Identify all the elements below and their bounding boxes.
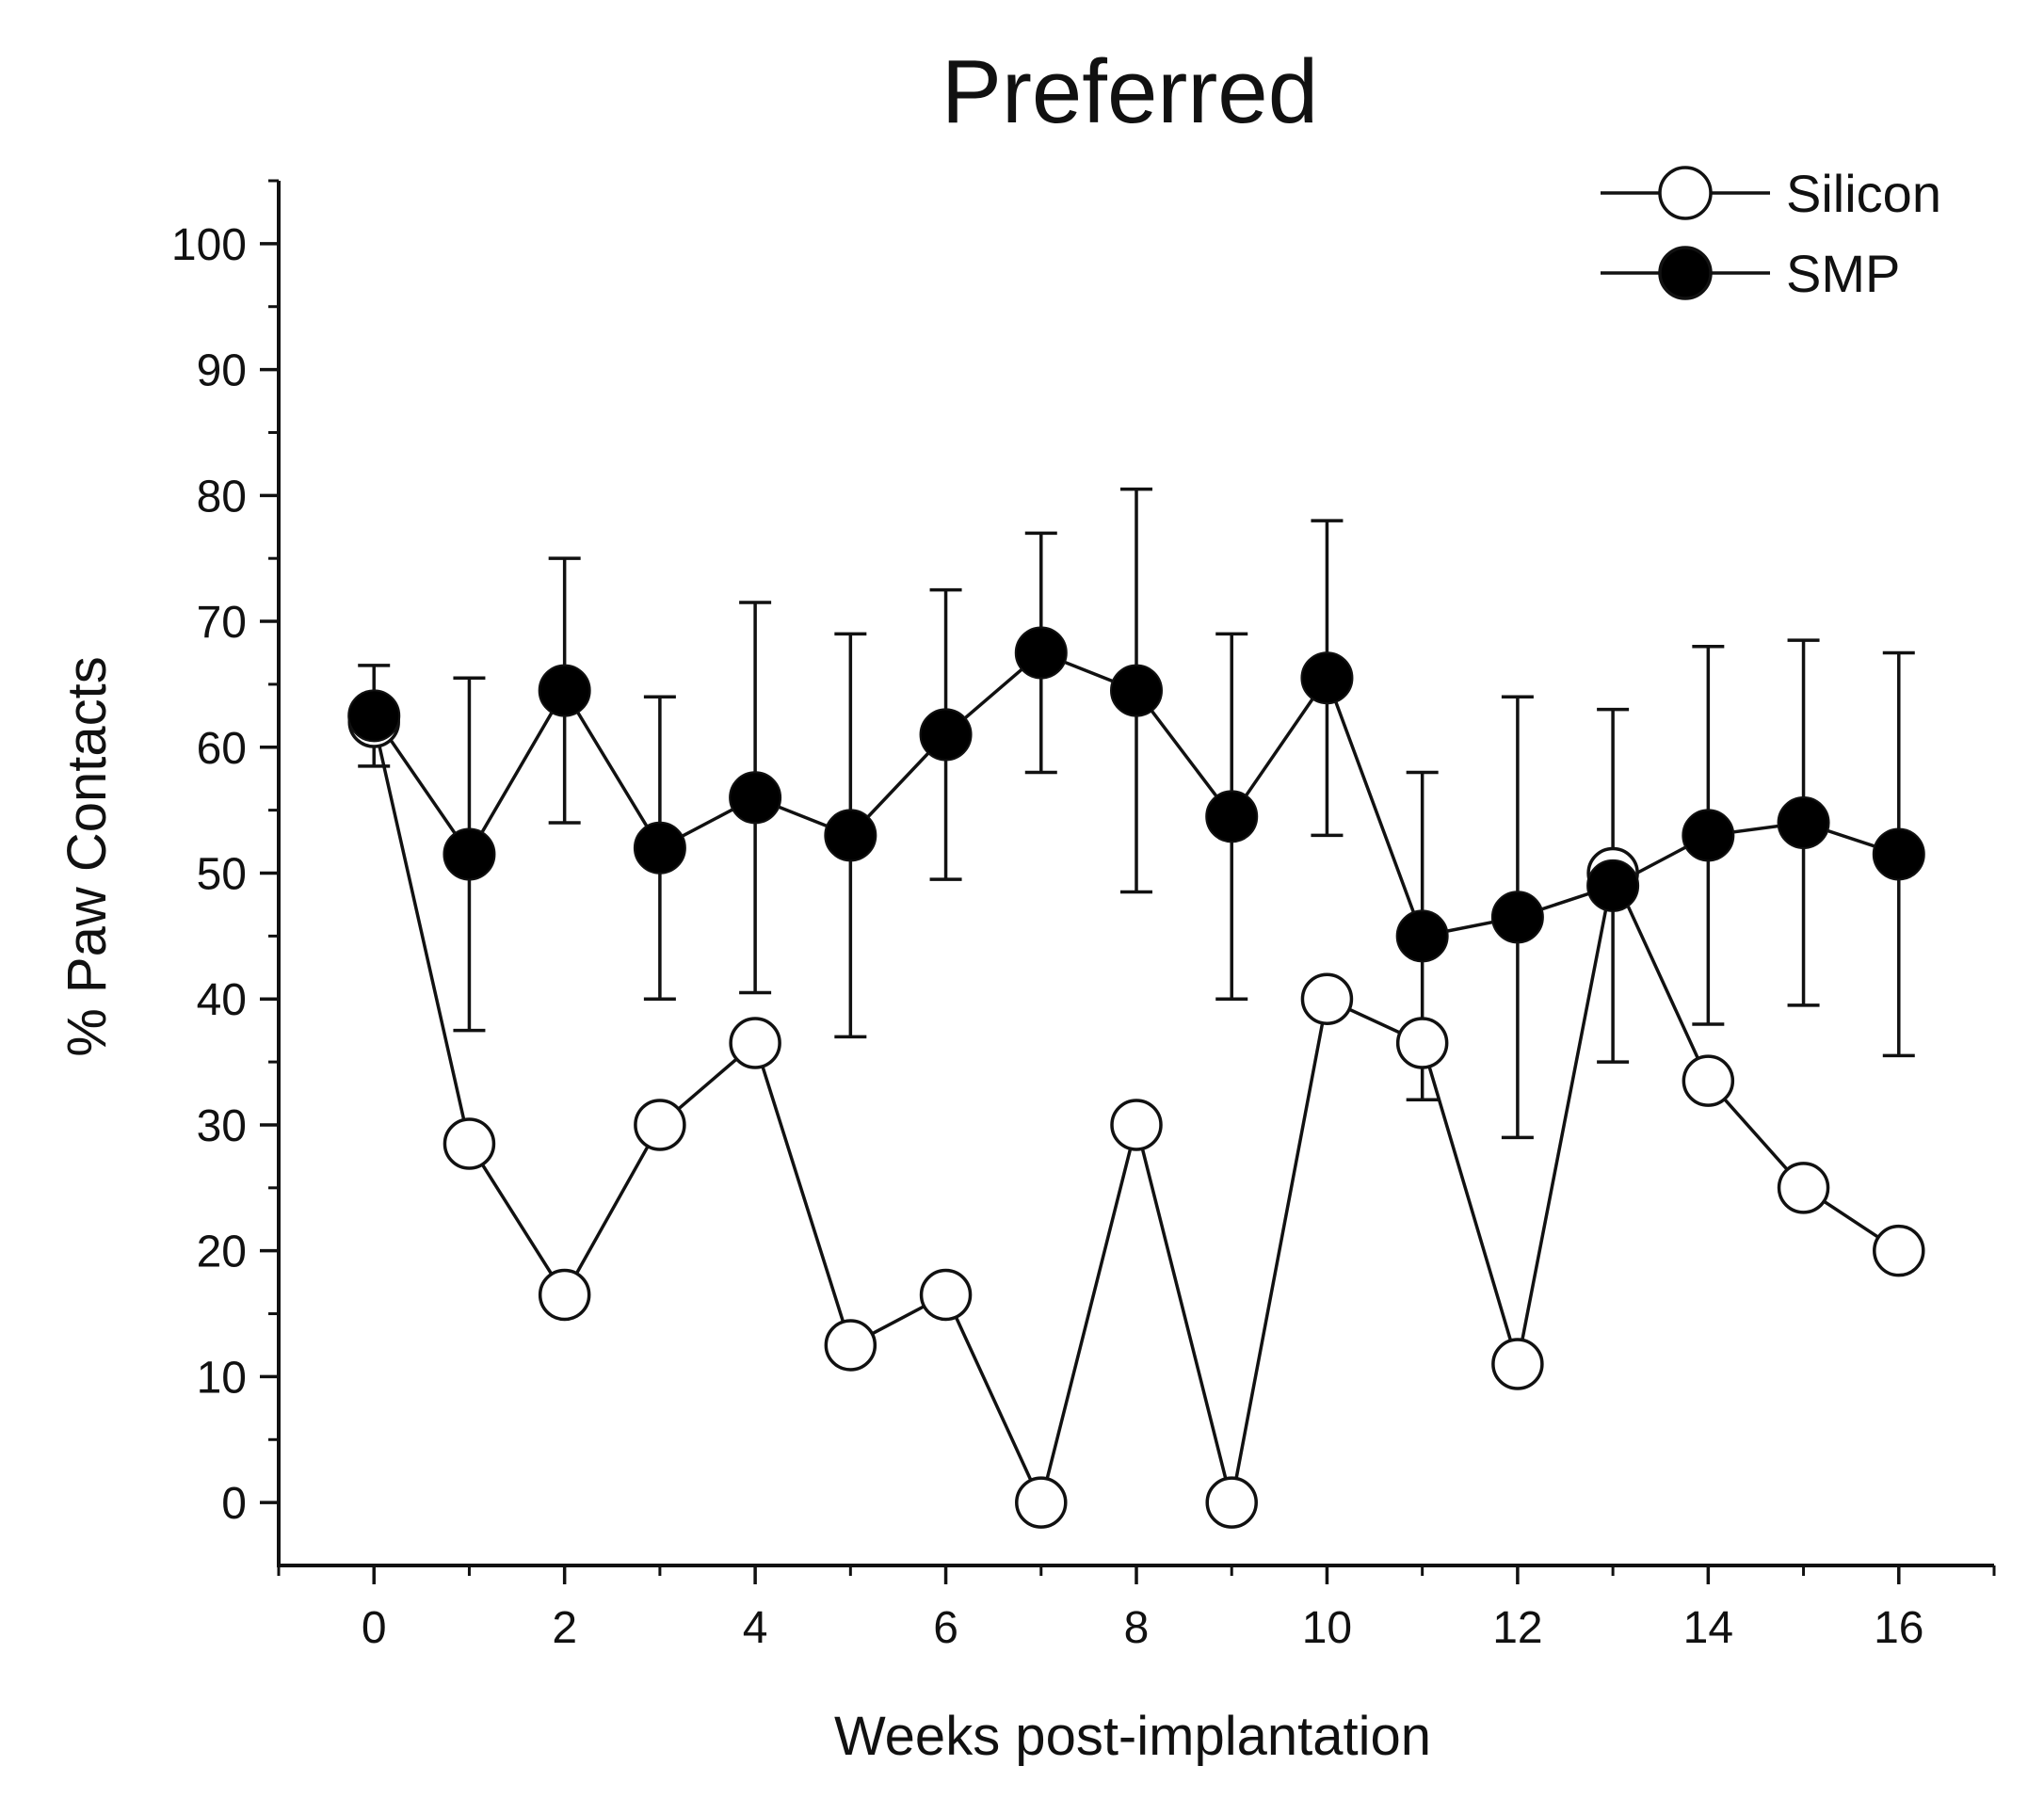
smp-point <box>443 827 496 881</box>
legend-marker <box>1658 246 1713 300</box>
smp-point <box>1490 891 1544 944</box>
y-tick-label-90: 90 <box>197 346 247 396</box>
legend-item-silicon: Silicon <box>1601 164 1941 223</box>
silicon-point <box>443 1117 496 1170</box>
y-tick-label-0: 0 <box>221 1479 247 1529</box>
silicon-point <box>1491 1338 1544 1390</box>
smp-point <box>347 689 401 743</box>
smp-point <box>1872 827 1925 881</box>
silicon-point <box>1777 1162 1830 1214</box>
smp-point <box>1777 796 1830 850</box>
y-tick-label-30: 30 <box>197 1101 247 1151</box>
smp-point <box>1014 626 1068 680</box>
y-tick-label-40: 40 <box>197 975 247 1025</box>
smp-point <box>1300 651 1354 705</box>
legend-marker <box>1658 166 1713 220</box>
x-axis-label: Weeks post-implantation <box>834 1706 1431 1767</box>
silicon-point <box>1205 1476 1258 1529</box>
x-tick-label-16: 16 <box>1874 1603 1923 1653</box>
silicon-point <box>1873 1224 1925 1277</box>
silicon-point <box>1395 1017 1449 1069</box>
silicon-point <box>824 1319 877 1372</box>
y-tick-label-80: 80 <box>197 472 247 522</box>
x-tick-label-10: 10 <box>1302 1603 1352 1653</box>
y-tick-label-60: 60 <box>197 724 247 774</box>
y-axis-label: % Paw Contacts <box>56 656 118 1057</box>
legend-label: SMP <box>1786 244 1900 303</box>
smp-point <box>633 821 686 875</box>
legend-label: Silicon <box>1786 164 1941 223</box>
legend: Silicon SMP <box>1601 164 1941 303</box>
x-tick-label-14: 14 <box>1683 1603 1733 1653</box>
silicon-point <box>1110 1099 1163 1151</box>
smp-point <box>1110 664 1163 717</box>
smp-point <box>1682 809 1735 862</box>
silicon-point <box>1015 1476 1068 1529</box>
y-tick-label-100: 100 <box>171 220 247 270</box>
silicon-point <box>919 1268 973 1322</box>
silicon-point <box>1682 1054 1735 1107</box>
silicon-point <box>538 1268 591 1322</box>
legend-item-smp: SMP <box>1601 244 1900 303</box>
smp-point <box>1586 859 1640 912</box>
y-tick-label-20: 20 <box>197 1228 247 1277</box>
silicon-point <box>729 1017 781 1069</box>
smp-point <box>538 664 591 717</box>
silicon-point <box>634 1099 686 1151</box>
x-tick-label-8: 8 <box>1124 1603 1150 1653</box>
smp-point <box>1395 909 1449 963</box>
axes: 0 10 20 30 40 50 60 70 80 90 100 0 2 4 6 8 10 12 14 16 <box>171 179 1996 1653</box>
silicon-point <box>1300 972 1354 1025</box>
x-tick-label-6: 6 <box>933 1603 958 1653</box>
smp-point <box>824 809 877 862</box>
y-tick-label-10: 10 <box>197 1353 247 1403</box>
smp-point <box>729 771 782 825</box>
x-tick-label-0: 0 <box>362 1603 387 1653</box>
series-layer <box>347 487 1925 1529</box>
x-tick-label-12: 12 <box>1492 1603 1542 1653</box>
y-tick-label-50: 50 <box>197 850 247 900</box>
smp-point <box>1205 790 1259 843</box>
x-tick-label-4: 4 <box>743 1603 768 1653</box>
chart-title: Preferred <box>942 41 1318 142</box>
y-tick-label-70: 70 <box>197 598 247 648</box>
x-tick-label-2: 2 <box>552 1603 577 1653</box>
smp-point <box>919 708 973 762</box>
